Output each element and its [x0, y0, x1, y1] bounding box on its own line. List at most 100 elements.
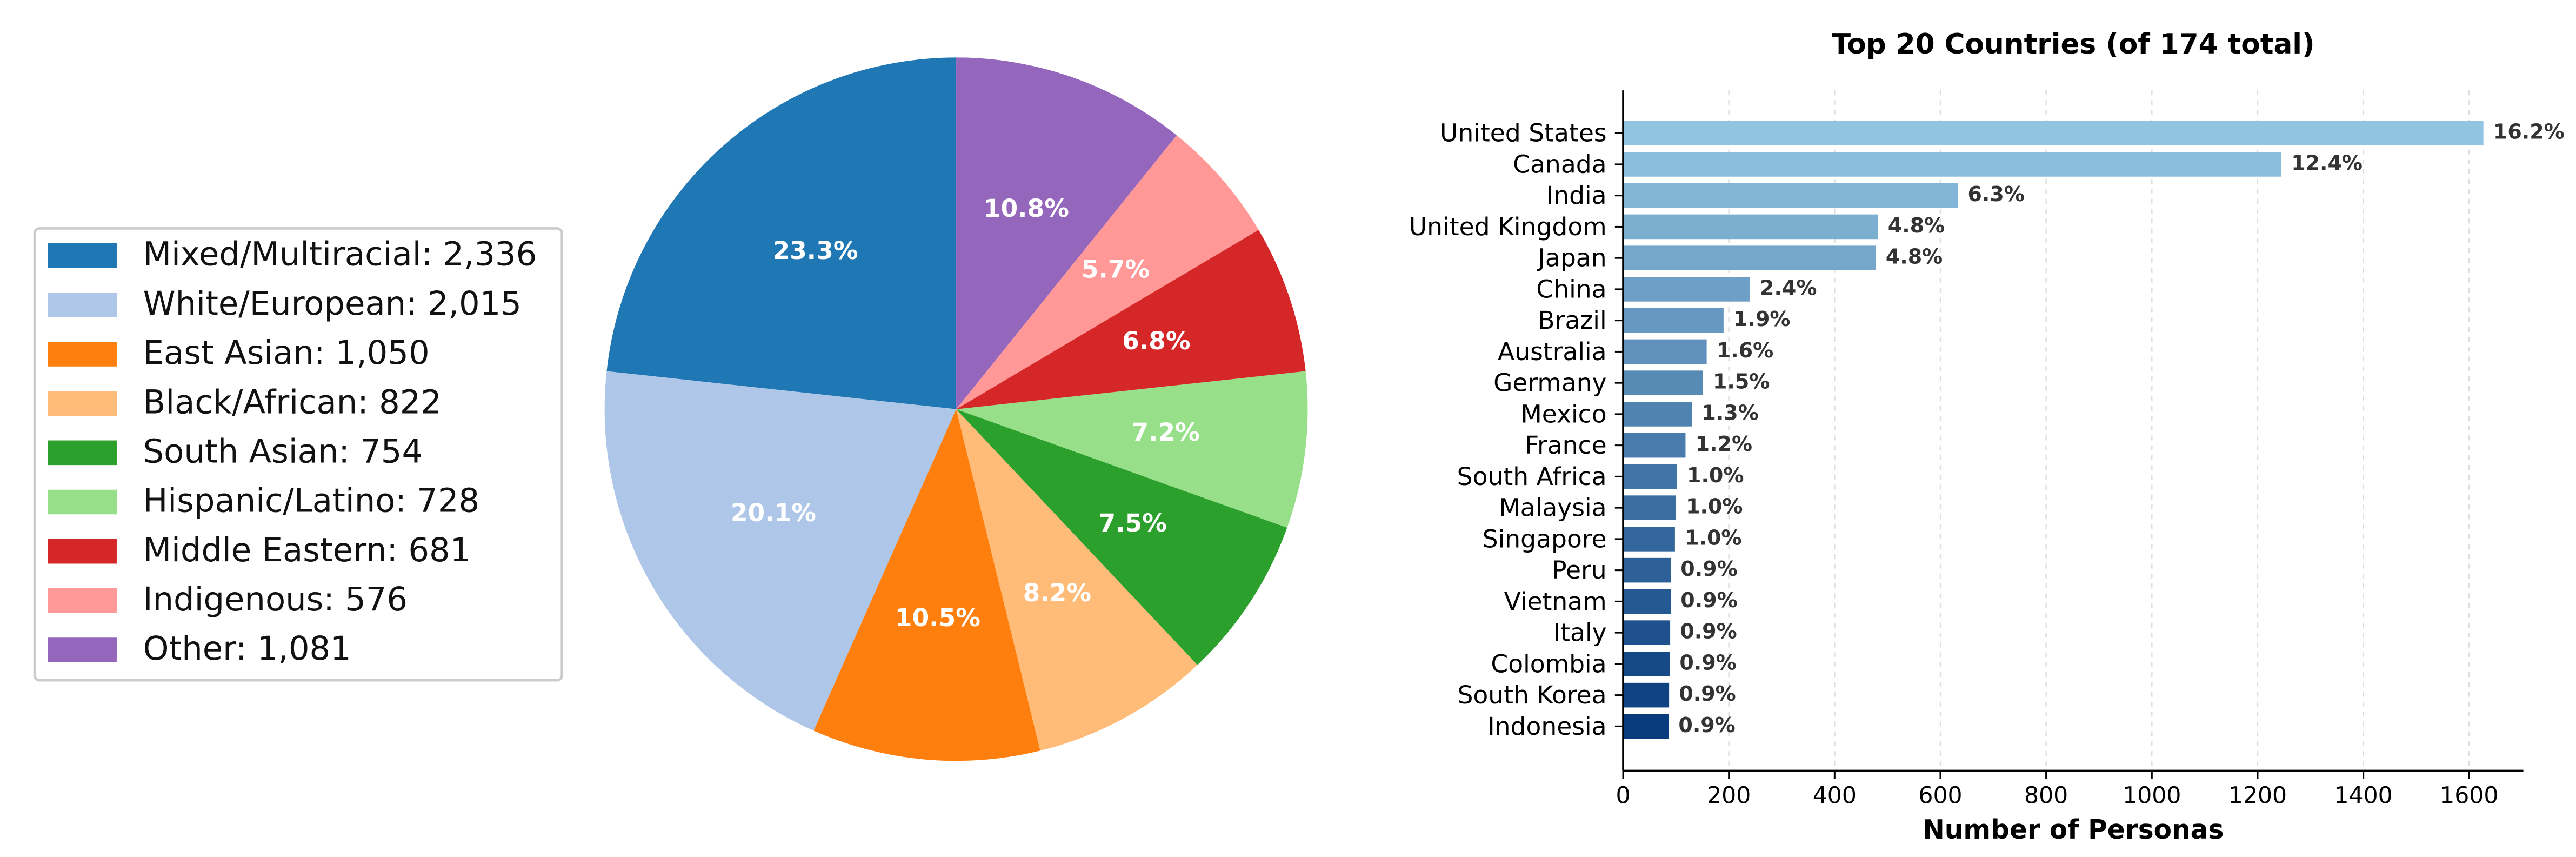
y-tick-label: China [1536, 275, 1606, 303]
y-tick-label: Japan [1537, 244, 1607, 273]
chart-title: Top 20 Countries (of 174 total) [1832, 28, 2315, 61]
x-tick-label: 400 [1813, 783, 1857, 809]
legend-label: Mixed/Multiracial: 2,336 [143, 236, 537, 274]
y-tick-label: Australia [1498, 337, 1607, 366]
bar [1623, 402, 1692, 427]
bar [1623, 527, 1675, 552]
value-label: 1.0% [1686, 495, 1743, 519]
y-tick-label: Brazil [1538, 306, 1606, 335]
value-label: 1.9% [1733, 307, 1790, 331]
value-label: 1.2% [1696, 432, 1752, 456]
bar [1623, 308, 1724, 333]
slice-label: 7.2% [1131, 418, 1199, 447]
pie-slice [604, 371, 957, 731]
y-tick-label: Germany [1493, 369, 1607, 397]
value-label: 16.2% [2493, 120, 2565, 144]
y-tick-label: India [1546, 181, 1607, 210]
y-tick-label: United States [1440, 119, 1607, 148]
pie-slice [956, 57, 1177, 409]
y-tick-label: Peru [1552, 556, 1607, 584]
pie-slice [956, 135, 1259, 409]
pie-slice [956, 230, 1306, 409]
slice-label: 5.7% [1082, 255, 1150, 284]
slice-label: 8.2% [1023, 579, 1091, 607]
value-label: 6.3% [1968, 182, 2025, 206]
legend-label: East Asian: 1,050 [143, 334, 430, 372]
legend-label: Middle Eastern: 681 [143, 532, 471, 569]
legend-swatch [48, 637, 117, 662]
slice-label: 6.8% [1122, 327, 1190, 355]
value-label: 1.0% [1685, 526, 1741, 549]
legend-swatch [48, 243, 117, 268]
value-label: 4.8% [1886, 245, 1943, 269]
y-tick-label: Mexico [1520, 400, 1606, 428]
bar [1623, 464, 1677, 489]
value-label: 0.9% [1680, 588, 1737, 612]
value-label: 0.9% [1679, 650, 1736, 674]
y-tick-label: Canada [1513, 150, 1606, 178]
value-label: 1.3% [1701, 401, 1758, 424]
y-tick-label: South Korea [1457, 681, 1606, 709]
value-label: 2.4% [1760, 276, 1817, 300]
y-tick-label: Singapore [1483, 524, 1607, 553]
legend-swatch [48, 489, 117, 515]
pie-slice [956, 371, 1308, 528]
x-tick-label: 1000 [2123, 783, 2181, 809]
x-tick-label: 600 [1918, 783, 1962, 809]
slice-label: 23.3% [772, 236, 858, 265]
slice-label: 10.8% [984, 194, 1069, 223]
value-label: 0.9% [1679, 682, 1736, 706]
value-label: 1.5% [1713, 370, 1770, 394]
bar [1623, 589, 1671, 614]
legend-label: Indigenous: 576 [143, 581, 408, 619]
legend-label: Hispanic/Latino: 728 [143, 482, 480, 520]
bar [1623, 214, 1878, 240]
bar [1623, 152, 2281, 177]
y-tick-label: France [1525, 431, 1607, 460]
bar [1623, 277, 1750, 302]
value-label: 0.9% [1680, 620, 1737, 643]
legend-label: White/European: 2,015 [143, 285, 522, 323]
slice-label: 7.5% [1098, 509, 1166, 537]
x-tick-label: 1600 [2440, 783, 2498, 809]
slice-label: 10.5% [895, 603, 980, 632]
bar [1623, 433, 1686, 458]
pie-slice [956, 409, 1287, 665]
bar [1623, 495, 1676, 520]
bar [1623, 682, 1670, 708]
y-tick-label: Colombia [1491, 649, 1606, 678]
value-label: 0.9% [1678, 713, 1735, 737]
pie-slice [606, 57, 957, 409]
x-tick-label: 200 [1707, 783, 1751, 809]
y-tick-label: United Kingdom [1409, 212, 1607, 241]
bar [1623, 245, 1876, 270]
slice-label: 20.1% [731, 499, 816, 527]
value-label: 0.9% [1680, 557, 1737, 581]
pie-slice [956, 409, 1198, 751]
x-tick-label: 800 [2024, 783, 2068, 809]
legend-swatch [48, 292, 117, 317]
y-tick-label: Indonesia [1487, 712, 1606, 741]
bar [1623, 714, 1669, 739]
pie-slice [813, 409, 1040, 761]
value-label: 12.4% [2291, 151, 2363, 175]
value-label: 4.8% [1888, 214, 1945, 237]
value-label: 1.6% [1717, 338, 1773, 362]
bar [1623, 183, 1958, 208]
bar [1623, 121, 2484, 145]
legend-swatch [48, 539, 117, 564]
legend-label: Other: 1,081 [143, 630, 351, 668]
legend-swatch [48, 342, 117, 367]
value-label: 1.0% [1687, 463, 1744, 487]
bar [1623, 652, 1670, 676]
y-tick-label: South Africa [1457, 462, 1607, 491]
x-tick-label: 1200 [2228, 783, 2287, 809]
x-tick-label: 0 [1616, 783, 1630, 809]
bar [1623, 620, 1671, 645]
legend-label: South Asian: 754 [143, 433, 423, 470]
y-tick-label: Malaysia [1499, 494, 1606, 522]
legend-swatch [48, 588, 117, 613]
bar [1623, 370, 1703, 395]
